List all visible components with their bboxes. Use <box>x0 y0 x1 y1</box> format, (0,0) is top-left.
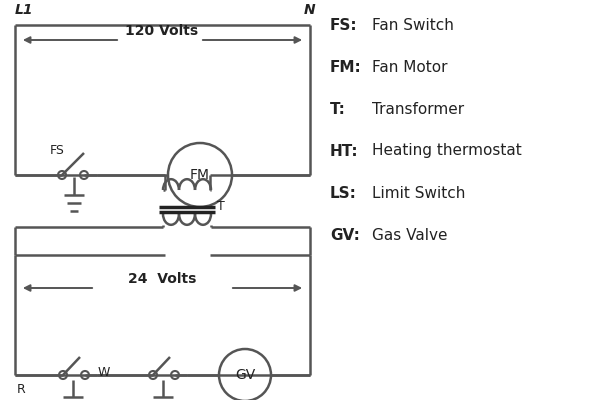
Text: FS:: FS: <box>330 18 358 32</box>
Text: HT:: HT: <box>330 144 359 158</box>
Text: FS: FS <box>50 144 65 157</box>
Text: Limit Switch: Limit Switch <box>372 186 466 200</box>
Text: Fan Motor: Fan Motor <box>372 60 447 74</box>
Text: Gas Valve: Gas Valve <box>372 228 447 242</box>
Text: Fan Switch: Fan Switch <box>372 18 454 32</box>
Text: R: R <box>17 383 26 396</box>
Text: W: W <box>98 366 110 380</box>
Text: GV: GV <box>235 368 255 382</box>
Text: 120 Volts: 120 Volts <box>126 24 199 38</box>
Text: FM:: FM: <box>330 60 362 74</box>
Text: T:: T: <box>330 102 346 116</box>
Text: FM: FM <box>190 168 210 182</box>
Text: N: N <box>304 3 316 17</box>
Text: L1: L1 <box>15 3 34 17</box>
Text: Heating thermostat: Heating thermostat <box>372 144 522 158</box>
Text: LS:: LS: <box>330 186 357 200</box>
Text: 24  Volts: 24 Volts <box>128 272 196 286</box>
Text: Transformer: Transformer <box>372 102 464 116</box>
Text: T: T <box>217 200 225 214</box>
Text: GV:: GV: <box>330 228 360 242</box>
